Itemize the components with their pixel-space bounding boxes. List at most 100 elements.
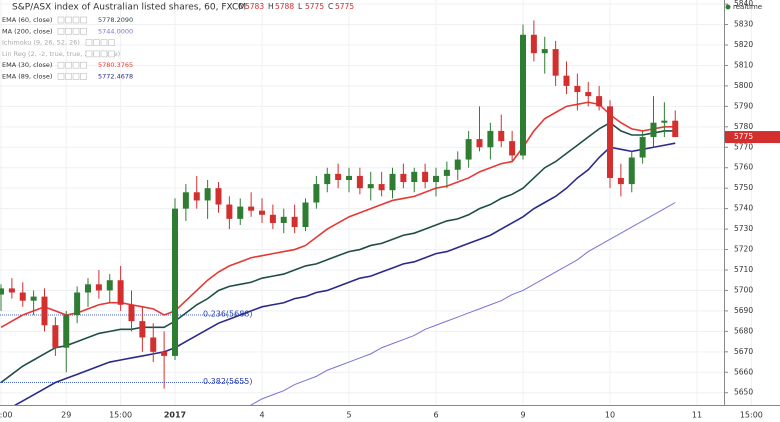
- y-tick-label: 5840: [734, 0, 753, 8]
- candle-body: [74, 292, 81, 315]
- candle-body: [215, 188, 222, 205]
- candle-body: [639, 137, 646, 158]
- fib-label: 0.236(5688): [203, 310, 253, 319]
- candle-body: [628, 157, 635, 185]
- candle-body: [487, 130, 494, 148]
- candle-body: [128, 304, 135, 322]
- y-tick-label: 5780: [734, 122, 753, 131]
- plot-area: [0, 20, 679, 405]
- x-tick-label: 29: [61, 411, 71, 420]
- y-tick-label: 5810: [734, 60, 753, 69]
- y-tick-label: 5690: [734, 306, 753, 315]
- legend-button: [108, 39, 115, 46]
- legend-button: [108, 50, 115, 58]
- y-tick-label: 5740: [734, 204, 753, 213]
- candle-body: [498, 130, 505, 142]
- y-tick-label: 5710: [734, 265, 753, 274]
- candle-body: [574, 85, 581, 93]
- x-tick-label: 4: [259, 411, 264, 420]
- candle-body: [139, 321, 146, 338]
- candle-body: [465, 139, 472, 160]
- legend-button: [72, 27, 80, 35]
- indicator-line: [13, 142, 676, 405]
- candle-body: [8, 288, 15, 293]
- y-tick-label: 5800: [734, 81, 753, 90]
- candle-body: [400, 173, 407, 183]
- x-tick-label: 15:00: [740, 411, 763, 420]
- candle-body: [585, 92, 592, 97]
- y-tick-label: 5750: [734, 183, 753, 192]
- legend-button: [72, 16, 80, 24]
- legend-button: [80, 16, 87, 24]
- y-tick-label: 5830: [734, 20, 753, 29]
- legend-button: [72, 61, 80, 69]
- realtime-dot: [725, 4, 731, 10]
- candle-body: [52, 325, 59, 348]
- candle-body: [291, 216, 298, 228]
- legend-button: [93, 39, 100, 46]
- candle-body: [237, 206, 244, 219]
- x-tick-label: 5: [346, 411, 351, 420]
- candle-body: [378, 184, 385, 191]
- candle-body: [596, 96, 603, 107]
- legend-entry: Lin Reg (2, -2, true, true, 200, close): [2, 50, 120, 58]
- legend-button: [80, 73, 87, 80]
- candle-body: [530, 34, 537, 54]
- ohlc-key: C: [328, 2, 333, 11]
- y-tick-label: 5770: [734, 142, 753, 151]
- candle-body: [443, 169, 450, 176]
- candle-body: [19, 292, 26, 301]
- candle-body: [422, 171, 429, 183]
- y-tick-label: 5660: [734, 367, 753, 376]
- realtime-label: realtime: [733, 3, 762, 11]
- x-tick-label: 2017: [164, 411, 186, 420]
- y-tick-label: 5790: [734, 101, 753, 110]
- candle-body: [552, 49, 559, 76]
- candle-body: [476, 139, 483, 148]
- legend-button: [57, 61, 65, 69]
- legend-button: [80, 27, 87, 35]
- candle-body: [335, 173, 342, 180]
- candle-body: [313, 184, 320, 203]
- y-tick-label: 5650: [734, 388, 753, 397]
- candle-body: [324, 173, 331, 185]
- candle-body: [563, 75, 570, 86]
- legend-entry: Ichimoku (9, 26, 52, 26): [2, 39, 80, 47]
- y-tick-label: 5670: [734, 347, 753, 356]
- candle-body: [411, 171, 418, 183]
- fib-label: 0.382(5655): [203, 377, 253, 386]
- legend-value: 5778.2090: [98, 16, 133, 24]
- y-tick-label: 5720: [734, 245, 753, 254]
- legend-button: [65, 61, 72, 69]
- legend-button: [65, 73, 72, 80]
- legend-value: 5780.3765: [98, 61, 133, 69]
- x-tick-label: 15:00: [109, 411, 132, 420]
- candle-body: [226, 204, 233, 219]
- ohlc-value: 5783: [245, 2, 264, 11]
- chart-title: S&P/ASX index of Australian listed share…: [12, 3, 246, 13]
- ohlc-value: 5775: [335, 2, 354, 11]
- x-tick-label: 06:00: [0, 411, 13, 420]
- legend-button: [57, 27, 65, 35]
- legend-entry: EMA (30, close): [2, 61, 52, 69]
- candle-body: [672, 120, 679, 138]
- legend-button: [65, 16, 72, 24]
- candle-body: [661, 120, 668, 123]
- last-price-tag: [725, 131, 780, 144]
- candle-body: [193, 192, 200, 201]
- ohlc-value: 5788: [275, 2, 294, 11]
- legend-value: 5744.0000: [98, 27, 133, 35]
- x-tick-label: 11: [692, 411, 702, 420]
- candle-body: [150, 337, 157, 352]
- candle-body: [433, 175, 439, 183]
- ohlc-value: 5775: [305, 2, 324, 11]
- legend-button: [72, 73, 80, 80]
- y-tick-label: 5760: [734, 163, 753, 172]
- candle-body: [367, 184, 374, 189]
- candle-body: [389, 173, 396, 191]
- y-tick-label: 5820: [734, 40, 753, 49]
- candle-body: [302, 202, 309, 228]
- candle-body: [161, 351, 168, 356]
